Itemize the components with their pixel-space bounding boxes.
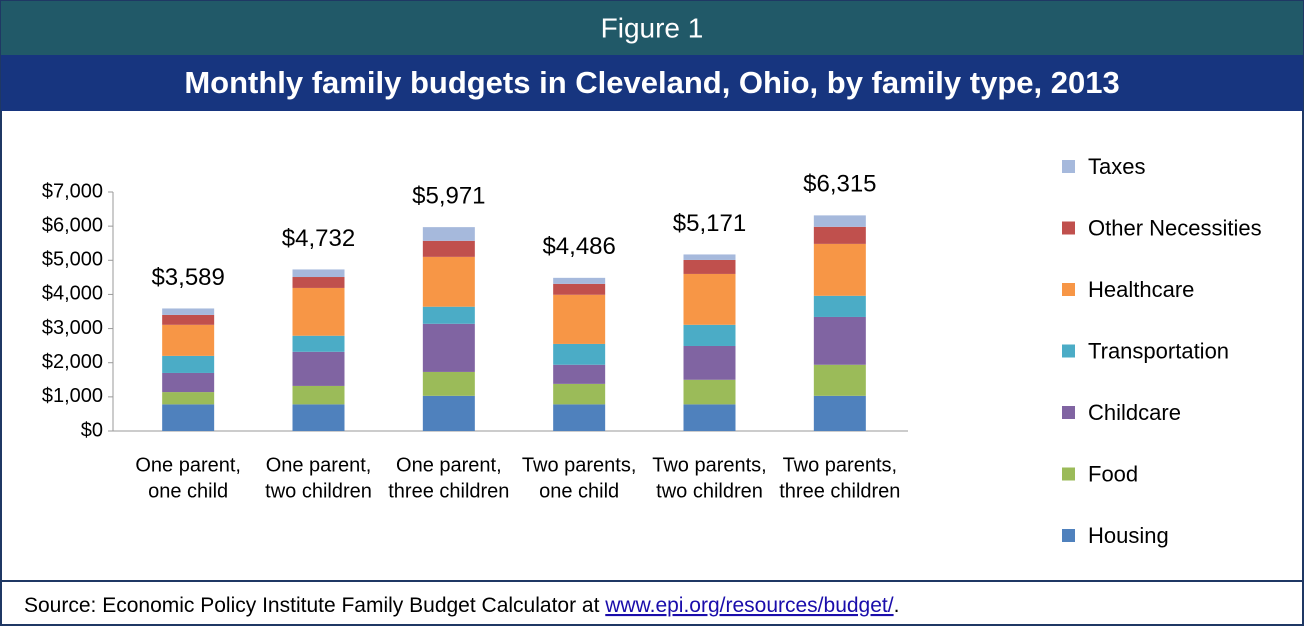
y-tick-label: $5,000 — [42, 249, 103, 271]
x-tick-label: Two parents, — [652, 454, 767, 476]
bar-segment — [422, 306, 475, 324]
bar-segment — [422, 395, 475, 431]
title-band — [1, 55, 1303, 111]
y-tick-label: $1,000 — [42, 385, 103, 407]
legend-swatch — [1062, 221, 1075, 235]
legend-swatch — [1062, 160, 1075, 173]
bar-segment — [292, 335, 345, 352]
x-tick-label: One parent, — [266, 454, 372, 476]
y-tick-label: $0 — [81, 419, 103, 441]
bar-segment — [292, 287, 345, 336]
bar-segment — [162, 324, 215, 356]
bar-segment — [813, 243, 866, 296]
x-tick-label: one child — [148, 480, 228, 502]
legend-label: Taxes — [1088, 154, 1145, 179]
bar-segment — [162, 314, 215, 325]
bar-segment — [292, 404, 345, 431]
x-tick-label: one child — [539, 480, 619, 502]
legend-swatch — [1062, 283, 1075, 296]
bar-segment — [292, 385, 345, 405]
bar-segment — [813, 295, 866, 317]
bar-segment — [162, 404, 215, 431]
y-tick-label: $6,000 — [42, 214, 103, 236]
bar-segment — [553, 283, 606, 295]
bar-segment — [422, 240, 475, 257]
x-tick-label: two children — [265, 480, 372, 502]
y-tick-label: $4,000 — [42, 283, 103, 305]
header-band — [1, 1, 1303, 55]
x-tick-label: three children — [388, 480, 509, 502]
y-tick-label: $7,000 — [42, 180, 103, 202]
bar-segment — [422, 256, 475, 307]
total-label: $3,589 — [151, 264, 224, 291]
legend-swatch — [1062, 467, 1075, 481]
bar-segment — [683, 345, 736, 380]
bar-segment — [813, 215, 866, 227]
total-label: $6,315 — [803, 171, 876, 198]
total-label: $5,971 — [412, 182, 485, 209]
legend-swatch — [1062, 406, 1075, 419]
x-tick-label: One parent, — [135, 454, 241, 476]
x-tick-label: Two parents, — [783, 454, 898, 476]
bar-segment — [422, 371, 475, 396]
x-tick-label: One parent, — [396, 454, 502, 476]
source: Source: Economic Policy Institute Family… — [24, 594, 899, 617]
bar-segment — [292, 351, 345, 386]
bar-segment — [553, 404, 606, 431]
bar-segment — [553, 364, 606, 384]
bar-segment — [553, 383, 606, 405]
legend-label: Healthcare — [1088, 277, 1194, 302]
bar-segment — [683, 324, 736, 346]
legend-label: Food — [1088, 461, 1138, 486]
bar-segment — [553, 277, 606, 284]
x-tick-label: Two parents, — [522, 454, 637, 476]
bar-segment — [553, 343, 606, 365]
y-tick-label: $3,000 — [42, 317, 103, 339]
bar-segment — [813, 316, 866, 365]
bar-segment — [292, 269, 345, 278]
bar-segment — [683, 379, 736, 405]
bar-segment — [162, 355, 215, 373]
source-text: . — [894, 594, 900, 617]
legend-label: Other Necessities — [1088, 215, 1262, 240]
total-label: $5,171 — [673, 210, 746, 237]
bar-segment — [553, 294, 606, 344]
legend-label: Housing — [1088, 523, 1169, 548]
bar-segment — [162, 308, 215, 315]
total-label: $4,486 — [542, 233, 615, 260]
bar-segment — [683, 404, 736, 431]
y-tick-label: $2,000 — [42, 351, 103, 373]
legend-label: Childcare — [1088, 400, 1181, 425]
total-label: $4,732 — [282, 225, 355, 252]
header: Figure 1 — [601, 12, 704, 43]
bar-segment — [683, 273, 736, 325]
bar-segment — [683, 254, 736, 260]
legend-label: Transportation — [1088, 338, 1229, 363]
x-tick-label: three children — [779, 480, 900, 502]
bar-segment — [813, 364, 866, 396]
source-text: Source: Economic Policy Institute Family… — [24, 594, 605, 617]
bar-segment — [162, 372, 215, 393]
bar-segment — [422, 227, 475, 241]
chart-title: Monthly family budgets in Cleveland, Ohi… — [184, 65, 1119, 100]
bar-segment — [162, 392, 215, 405]
bar-segment — [683, 259, 736, 274]
bar-segment — [813, 395, 866, 431]
bar-segment — [292, 277, 345, 288]
bar-segment — [813, 226, 866, 244]
legend-swatch — [1062, 529, 1075, 542]
bar-segment — [422, 323, 475, 372]
x-tick-label: two children — [656, 480, 763, 502]
source-link[interactable]: www.epi.org/resources/budget/ — [604, 594, 893, 617]
legend-swatch — [1062, 344, 1075, 358]
